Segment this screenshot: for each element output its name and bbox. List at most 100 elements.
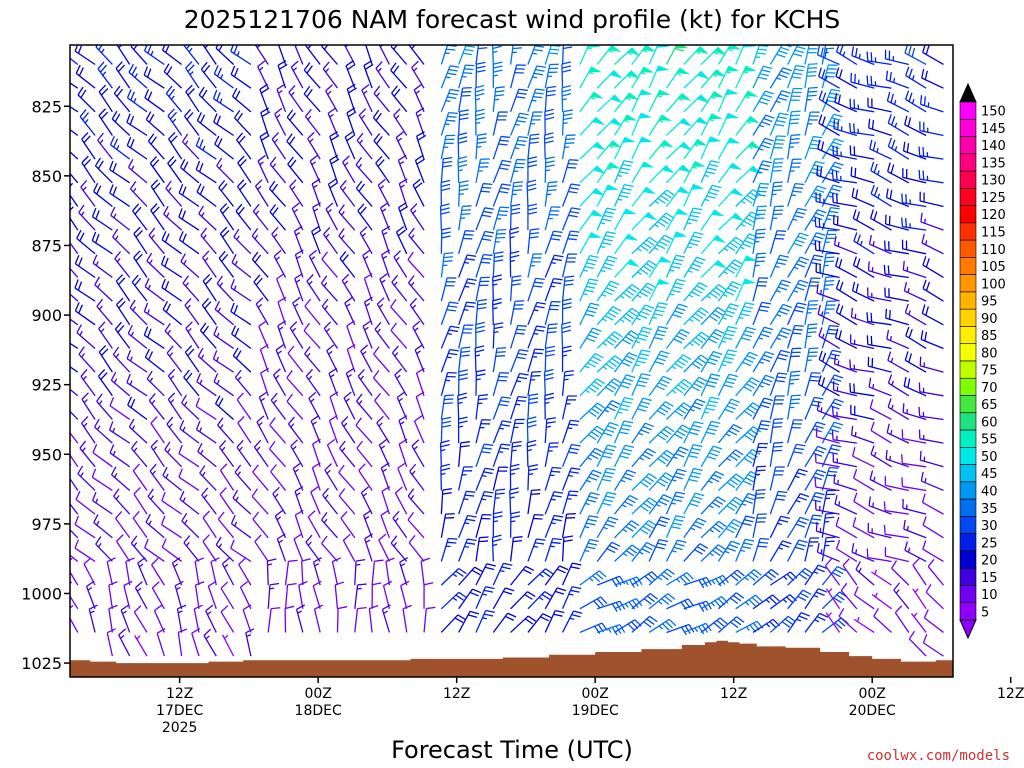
wind-barb: [543, 368, 554, 396]
wind-barb: [150, 439, 165, 468]
wind-barb: [439, 439, 450, 467]
wind-barb: [363, 296, 373, 326]
wind-barb: [440, 394, 454, 420]
colorbar-swatch: [959, 170, 977, 189]
wind-barb: [787, 64, 806, 89]
wind-barb: [458, 301, 476, 326]
wind-barb: [276, 533, 287, 562]
wind-barb: [197, 443, 217, 468]
wind-barb: [527, 156, 538, 183]
wind-barb: [786, 158, 802, 183]
wind-barb: [415, 367, 425, 397]
wind-barb: [579, 66, 602, 89]
wind-barb: [166, 345, 183, 373]
wind-barb: [420, 557, 431, 586]
colorbar-label: 10: [981, 588, 998, 603]
wind-barb: [407, 251, 425, 278]
wind-barb: [397, 462, 408, 491]
wind-barb: [648, 568, 675, 586]
colorbar-swatch: [959, 153, 977, 172]
wind-barb: [458, 566, 484, 586]
wind-barb: [270, 392, 287, 420]
wind-barb: [364, 533, 373, 562]
wind-barb: [700, 373, 721, 397]
wind-barb: [850, 72, 875, 89]
wind-barb: [492, 372, 509, 396]
wind-barb: [475, 253, 493, 278]
wind-barb: [133, 250, 148, 278]
wind-barb: [613, 374, 636, 397]
wind-barb: [831, 430, 857, 444]
wind-barb: [867, 522, 892, 539]
wind-barb: [613, 444, 635, 468]
wind-barb: [113, 488, 131, 515]
wind-barb: [821, 324, 839, 349]
credit-link[interactable]: coolwx.com/models: [867, 748, 1010, 764]
wind-barb: [509, 440, 522, 467]
wind-barb: [128, 63, 148, 89]
wind-barb: [596, 69, 623, 89]
wind-barb: [868, 377, 892, 397]
wind-barb: [414, 154, 425, 184]
wind-barb: [239, 580, 252, 610]
wind-barb: [276, 273, 287, 302]
wind-barb: [769, 571, 798, 586]
wind-barb: [787, 45, 808, 65]
wind-barb: [901, 217, 927, 231]
wind-barb: [717, 398, 741, 420]
wind-barb: [91, 207, 113, 231]
wind-barb: [363, 60, 374, 89]
wind-barb: [804, 185, 827, 207]
wind-barb: [458, 86, 472, 112]
wind-barb: [904, 115, 927, 137]
wind-barb: [596, 516, 619, 539]
wind-barb: [717, 45, 742, 65]
wind-barb: [390, 299, 408, 326]
wind-barb: [132, 510, 148, 539]
wind-barb: [596, 184, 619, 207]
wind-barb: [842, 558, 858, 586]
wind-barb: [883, 264, 909, 279]
wind-barb: [509, 45, 522, 65]
wind-barb: [804, 160, 825, 184]
wind-barb: [214, 135, 234, 160]
wind-barb: [769, 135, 786, 160]
wind-barb: [475, 298, 488, 325]
wind-barb: [815, 262, 840, 279]
wind-barb: [648, 234, 673, 255]
wind-barb: [787, 589, 812, 610]
wind-barb: [145, 513, 165, 539]
wind-barb: [544, 108, 555, 136]
wind-barb: [735, 115, 760, 136]
wind-barb: [178, 184, 200, 208]
wind-barb: [665, 92, 692, 113]
wind-barb: [596, 355, 623, 373]
wind-barb: [98, 321, 113, 349]
wind-barb: [804, 537, 820, 562]
wind-barb: [286, 133, 304, 160]
wind-barb: [887, 374, 910, 397]
colorbar-label: 150: [981, 105, 1006, 120]
colorbar-swatch: [959, 257, 977, 275]
wind-barb: [304, 298, 321, 326]
wind-barb: [340, 416, 356, 444]
wind-barb: [735, 515, 756, 539]
wind-barb: [665, 141, 693, 160]
wind-barb: [821, 161, 844, 184]
wind-barb: [200, 61, 217, 89]
wind-barb: [329, 131, 340, 160]
wind-barb: [70, 342, 79, 350]
wind-barb: [752, 489, 766, 515]
wind-barb: [184, 298, 200, 326]
wind-barb: [196, 112, 217, 136]
wind-barb: [183, 369, 200, 397]
speed-colorbar: 1501451401351301251201151101051009590858…: [959, 82, 1006, 640]
wind-barb: [527, 489, 541, 515]
wind-barb: [735, 351, 759, 373]
wind-barb: [284, 605, 295, 633]
wind-barb: [146, 370, 165, 397]
wind-barb: [683, 467, 703, 491]
colorbar-label: 95: [981, 295, 998, 310]
wind-barb: [233, 228, 252, 255]
